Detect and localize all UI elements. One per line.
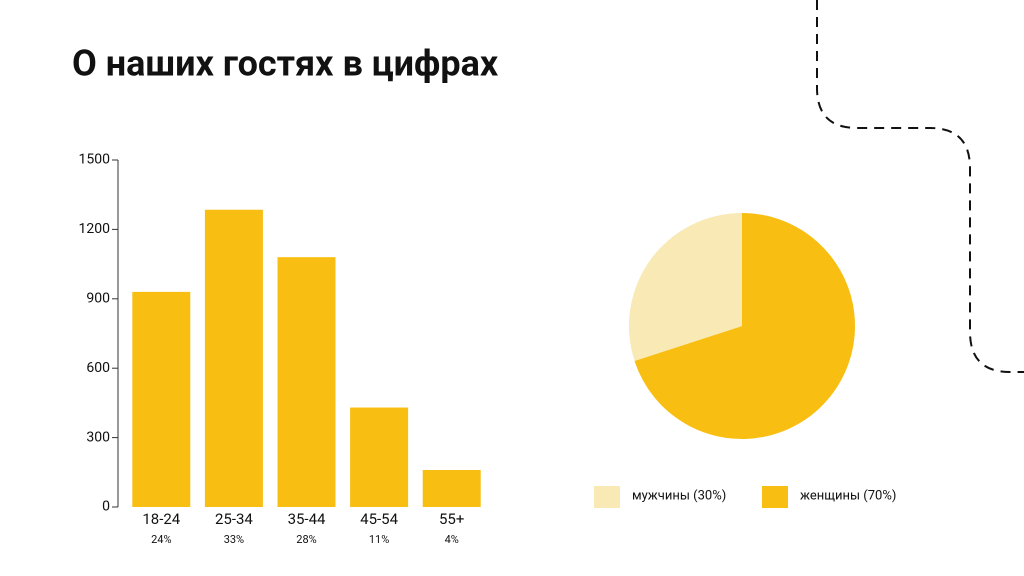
pie-slice <box>629 213 742 361</box>
y-tick-label: 900 <box>86 291 110 307</box>
bar <box>204 209 263 507</box>
bar <box>132 291 191 507</box>
category-note: 33% <box>224 533 244 546</box>
decoration-dashed-line <box>816 0 1024 373</box>
slide-title: О наших гостях в цифрах <box>72 43 499 85</box>
bar <box>422 469 481 507</box>
x-tick-label: 45-54 <box>360 510 398 528</box>
x-tick-label: 55+ <box>439 510 464 528</box>
category-note: 24% <box>151 533 171 546</box>
x-tick-label: 35-44 <box>288 510 326 528</box>
y-tick-label: 600 <box>86 360 110 376</box>
category-note: 28% <box>296 533 316 546</box>
bar <box>350 407 409 507</box>
legend-label: женщины (70%) <box>800 488 896 503</box>
category-note: 4% <box>445 533 459 546</box>
category-note: 11% <box>369 533 389 546</box>
x-tick-label: 18-24 <box>142 510 180 528</box>
legend-label: мужчины (30%) <box>632 488 726 503</box>
bar <box>277 257 336 507</box>
pie-slice <box>634 213 856 439</box>
y-tick-label: 0 <box>102 499 110 515</box>
y-tick-label: 1500 <box>79 152 111 168</box>
legend-swatch <box>762 486 788 508</box>
y-tick-label: 300 <box>86 429 110 445</box>
legend-swatch <box>594 486 620 508</box>
y-tick-label: 1200 <box>79 221 111 237</box>
x-tick-label: 25-34 <box>215 510 253 528</box>
